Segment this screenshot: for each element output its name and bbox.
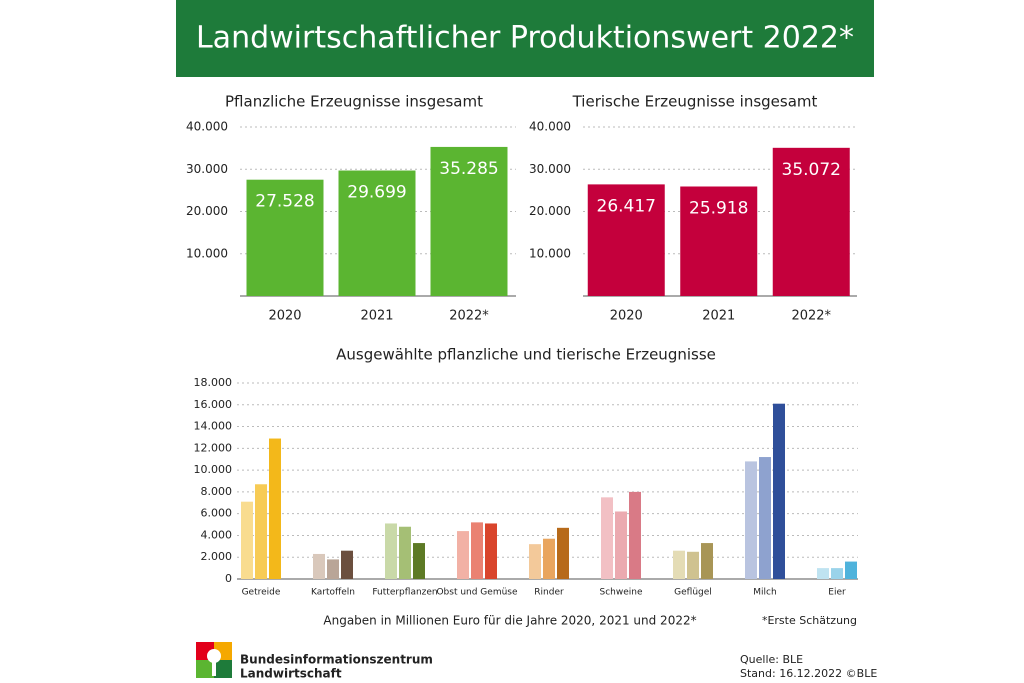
y-tick-label: 10.000: [529, 246, 571, 260]
bar: [557, 527, 569, 579]
value-label: 29.699: [347, 183, 406, 203]
bar: [629, 491, 641, 579]
y-tick-label: 30.000: [529, 162, 571, 176]
bar: [399, 526, 411, 579]
x-tick-label: Futterpflanzen: [372, 588, 437, 598]
chart-title: Ausgewählte pflanzliche und tierische Er…: [336, 346, 716, 364]
bar: [615, 511, 627, 579]
bar: [457, 531, 469, 579]
y-tick-label: 14.000: [194, 420, 233, 433]
bar: [587, 184, 665, 296]
x-tick-label: Kartoffeln: [311, 588, 355, 598]
header-bar: [176, 0, 874, 77]
chart-title: Tierische Erzeugnisse insgesamt: [572, 93, 818, 111]
bar: [246, 179, 324, 296]
x-tick-label: Getreide: [242, 588, 281, 598]
bar: [338, 170, 416, 296]
bar: [313, 553, 325, 579]
y-tick-label: 0: [225, 572, 232, 585]
value-label: 27.528: [255, 192, 314, 212]
bar: [687, 551, 699, 579]
value-label: 35.285: [439, 159, 498, 179]
y-tick-label: 16.000: [194, 398, 233, 411]
bar: [255, 484, 267, 579]
org-name: Bundesinformationszentrum: [240, 653, 433, 667]
y-tick-label: 10.000: [194, 463, 233, 476]
bar: [413, 543, 425, 579]
bar: [845, 561, 857, 579]
x-tick-label: Milch: [753, 588, 776, 598]
bar: [817, 568, 829, 579]
value-label: 25.918: [689, 198, 748, 218]
y-tick-label: 18.000: [194, 376, 233, 389]
x-tick-label: 2022*: [449, 309, 489, 324]
bar: [701, 543, 713, 579]
y-tick-label: 30.000: [186, 162, 228, 176]
value-label: 35.072: [782, 160, 841, 180]
bar: [341, 550, 353, 579]
x-tick-label: 2021: [702, 309, 735, 324]
y-tick-label: 20.000: [186, 204, 228, 218]
bar: [485, 523, 497, 579]
logo: [196, 642, 232, 678]
bar: [673, 550, 685, 579]
page-title: Landwirtschaftlicher Produktionswert 202…: [196, 21, 854, 56]
x-tick-label: Rinder: [534, 588, 564, 598]
y-tick-label: 20.000: [529, 204, 571, 218]
units-note: Angaben in Millionen Euro für die Jahre …: [323, 614, 696, 628]
bar: [543, 538, 555, 579]
y-tick-label: 8.000: [201, 485, 233, 498]
x-tick-label: Schweine: [599, 588, 642, 598]
bar: [529, 544, 541, 579]
chart-title: Pflanzliche Erzeugnisse insgesamt: [225, 93, 483, 111]
y-tick-label: 6.000: [201, 507, 233, 520]
bar: [430, 146, 508, 296]
source: Quelle: BLE: [740, 653, 803, 666]
bar: [601, 497, 613, 579]
y-tick-label: 10.000: [186, 246, 228, 260]
y-tick-label: 4.000: [201, 528, 233, 541]
bar: [241, 501, 253, 579]
y-tick-label: 40.000: [186, 120, 228, 134]
bar: [680, 186, 758, 296]
x-tick-label: 2021: [360, 309, 393, 324]
date: Stand: 16.12.2022 ©BLE: [740, 667, 877, 680]
bar: [772, 147, 850, 296]
bar: [327, 559, 339, 579]
bar: [745, 461, 757, 579]
x-tick-label: Geflügel: [674, 588, 712, 598]
y-tick-label: 40.000: [529, 120, 571, 134]
x-tick-label: Obst und Gemüse: [436, 588, 518, 598]
x-tick-label: 2020: [268, 309, 301, 324]
bar: [759, 457, 771, 579]
bar: [471, 522, 483, 579]
bar: [385, 523, 397, 579]
y-tick-label: 12.000: [194, 441, 233, 454]
bar: [831, 568, 843, 579]
y-tick-label: 2.000: [201, 550, 233, 563]
bar: [269, 438, 281, 579]
footnote: *Erste Schätzung: [762, 614, 857, 627]
org-name: Landwirtschaft: [240, 667, 342, 681]
bar: [773, 403, 785, 579]
x-tick-label: Eier: [828, 588, 846, 598]
x-tick-label: 2022*: [791, 309, 831, 324]
x-tick-label: 2020: [610, 309, 643, 324]
value-label: 26.417: [597, 196, 656, 216]
